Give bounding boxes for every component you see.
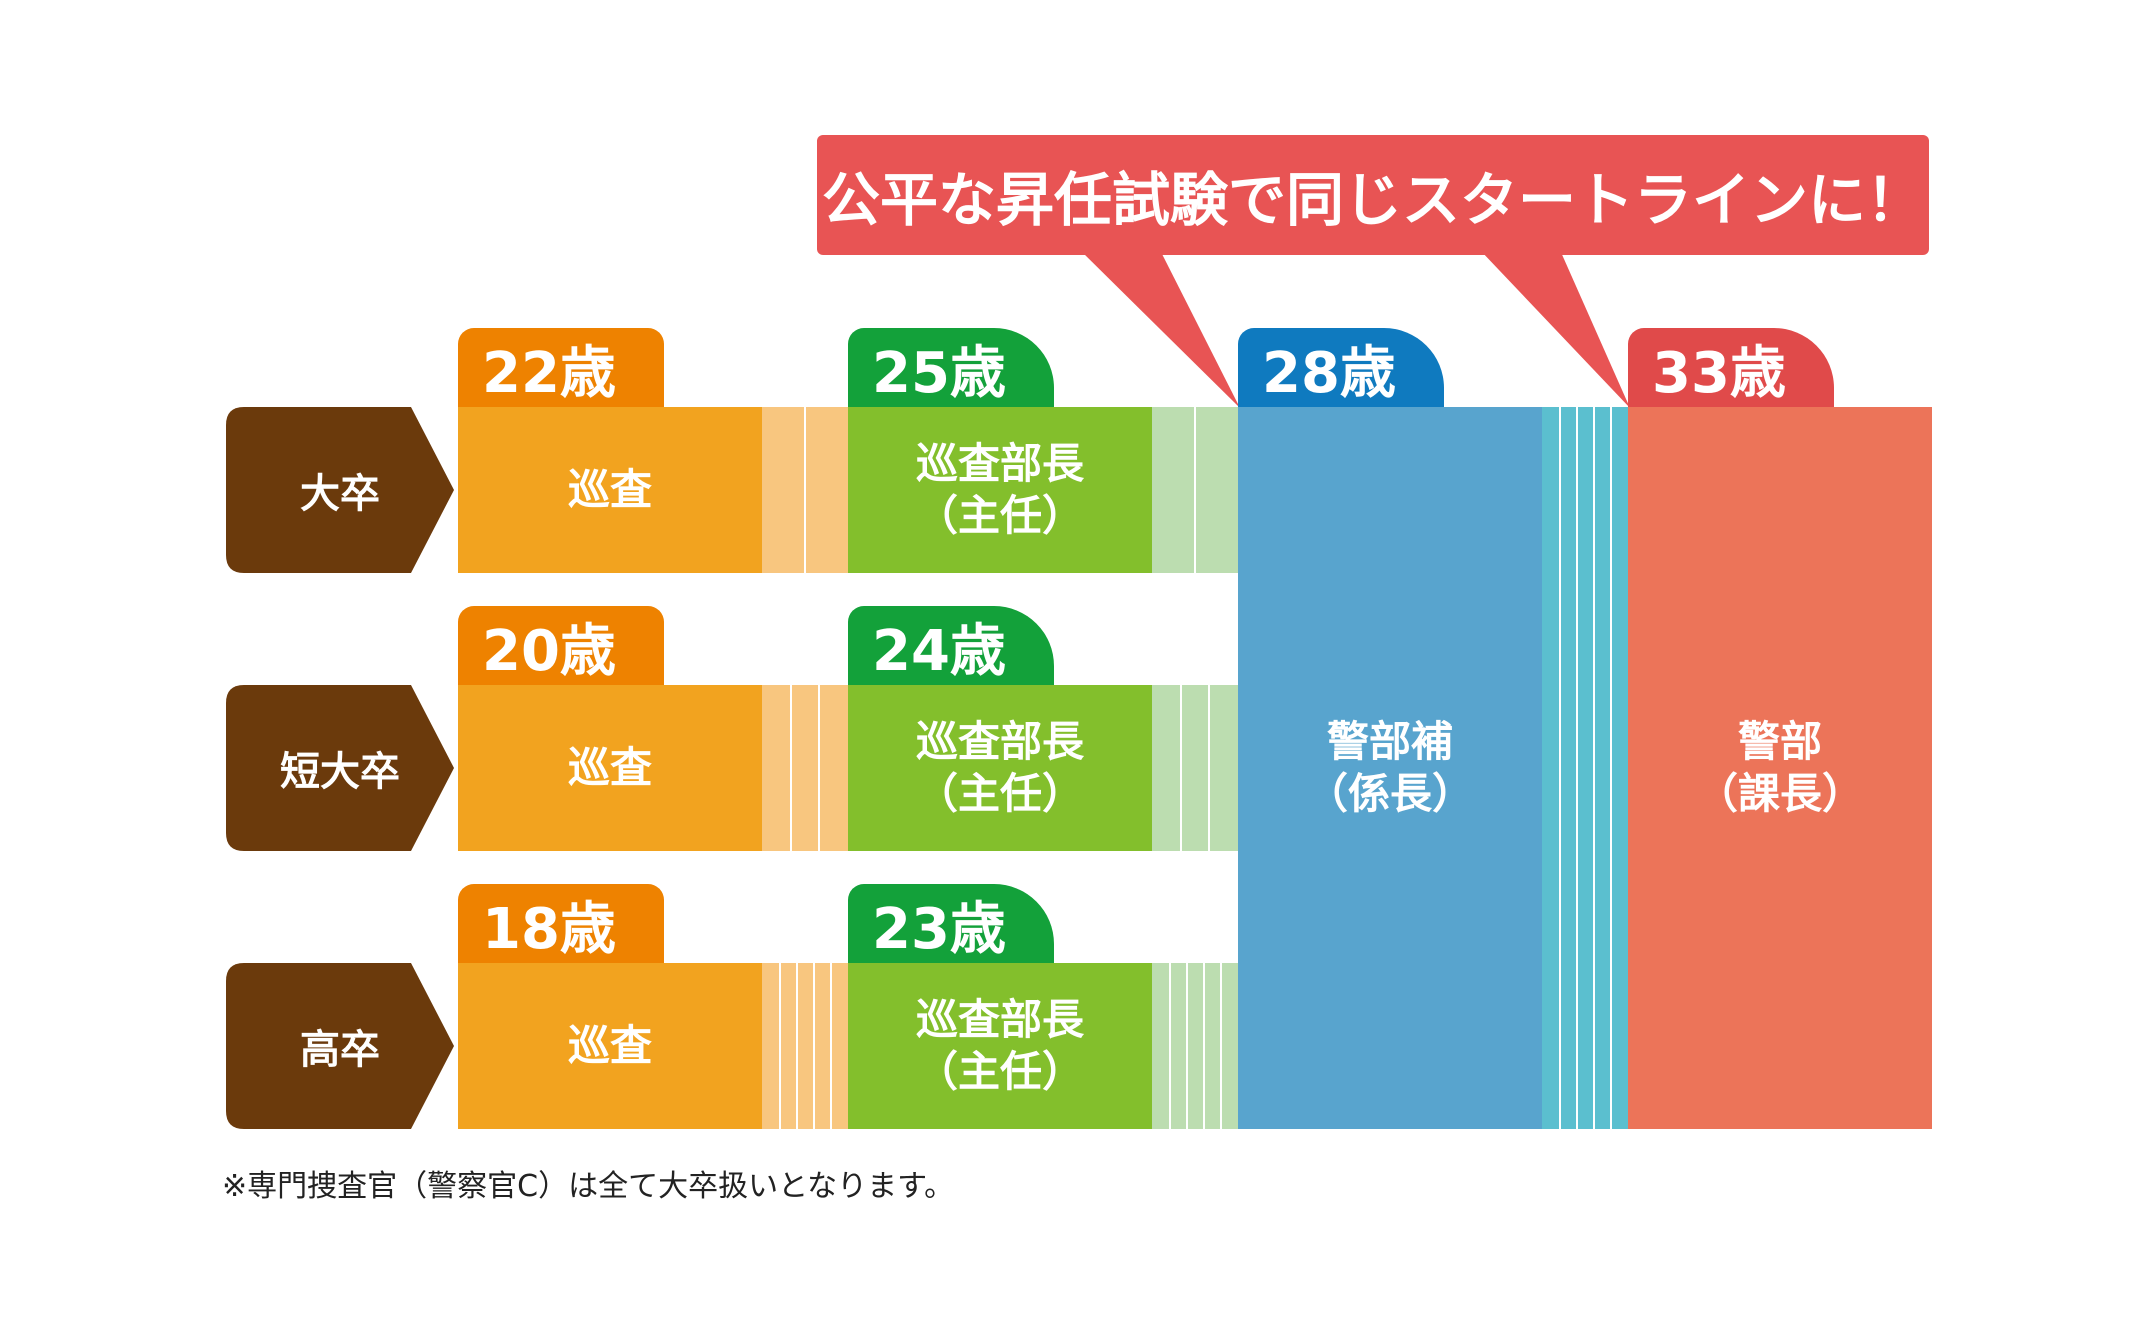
rank-box-junsa: 巡査 (458, 685, 762, 851)
transition-stripes (1152, 407, 1238, 573)
transition-stripes (762, 963, 848, 1129)
age-tab-promo: 25歳 (848, 328, 1054, 408)
transition-stripes (762, 407, 848, 573)
rank-box-junsa: 巡査 (458, 963, 762, 1129)
age-tab-start: 20歳 (458, 606, 664, 686)
age-tab-promo: 23歳 (848, 884, 1054, 964)
callout-pointers (1080, 250, 1630, 408)
age-tab-keibu: 33歳 (1628, 328, 1834, 408)
age-tab-keibuho: 28歳 (1238, 328, 1444, 408)
callout-banner: 公平な昇任試験で同じスタートラインに！ (817, 135, 1929, 255)
rank-box-junsa-bucho: 巡査部長 （主任） (848, 685, 1152, 851)
row-label-daisotsu: 大卒 (226, 407, 454, 573)
rank-box-junsa: 巡査 (458, 407, 762, 573)
rank-box-keibuho: 警部補 （係長） (1238, 407, 1542, 1129)
transition-stripes (1542, 407, 1628, 1129)
age-tab-promo: 24歳 (848, 606, 1054, 686)
transition-stripes (762, 685, 848, 851)
row-label-kousotsu: 高卒 (226, 963, 454, 1129)
transition-stripes (1152, 685, 1238, 851)
row-label-tandaisotsu: 短大卒 (226, 685, 454, 851)
age-tab-start: 18歳 (458, 884, 664, 964)
callout-text: 公平な昇任試験で同じスタートラインに！ (821, 166, 1924, 234)
rank-box-junsa-bucho: 巡査部長 （主任） (848, 407, 1152, 573)
rank-box-junsa-bucho: 巡査部長 （主任） (848, 963, 1152, 1129)
age-tab-start: 22歳 (458, 328, 664, 408)
transition-stripes (1152, 963, 1238, 1129)
footnote: ※専門捜査官（警察官C）は全て大卒扱いとなります。 (222, 1169, 955, 1204)
rank-box-keibu: 警部 （課長） (1628, 407, 1932, 1129)
